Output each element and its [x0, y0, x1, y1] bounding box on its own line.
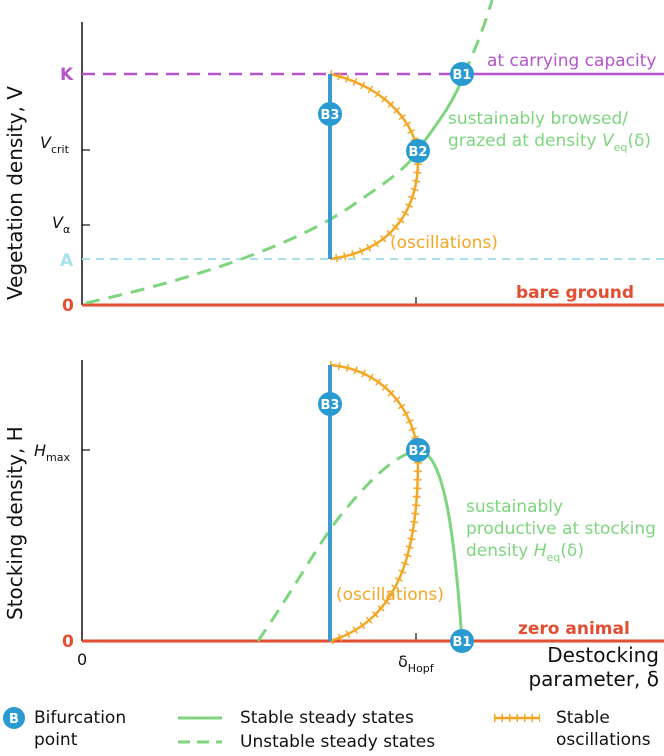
bottom-stable-curve [417, 448, 464, 642]
top-y-axis-title: Vegetation density, V [3, 86, 27, 300]
svg-text:B3: B3 [321, 108, 340, 123]
tick-valpha: Vα [52, 213, 70, 236]
svg-text:B1: B1 [453, 635, 472, 650]
x-axis: 0 δHopf Destocking parameter, δ [77, 643, 659, 691]
bottom-oscillation-arc [329, 363, 420, 643]
label-bare-ground: bare ground [516, 283, 634, 303]
svg-text:B2: B2 [409, 145, 428, 160]
top-b1-node: B1 [450, 62, 474, 86]
tick-vcrit: Vcrit [40, 133, 70, 156]
top-b2-node: B2 [406, 139, 430, 163]
bottom-y-axis-title: Stocking density, H [3, 426, 27, 620]
label-browsed-1: sustainably browsed/ [448, 109, 628, 129]
tick-hmax: Hmax [34, 441, 70, 464]
top-unstable-curve [85, 149, 420, 305]
x-tick-hopf: δHopf [398, 652, 435, 675]
legend: B Bifurcation point Stable steady states… [3, 707, 651, 752]
tick-k: K [60, 65, 74, 85]
tick-a: A [60, 251, 74, 271]
legend-unstable-text: Unstable steady states [240, 732, 435, 752]
label-productive-1: sustainably [466, 497, 563, 517]
x-tick-zero: 0 [77, 650, 87, 669]
legend-stable-text: Stable steady states [240, 708, 414, 728]
bottom-tick-zero: 0 [62, 632, 74, 652]
bottom-b1-node: B1 [450, 629, 474, 653]
top-b3-node: B3 [318, 102, 342, 126]
label-bottom-oscillations: (oscillations) [336, 585, 444, 605]
x-axis-title-1: Destocking [547, 643, 659, 667]
bottom-b2-node: B2 [406, 438, 430, 462]
legend-bifurcation-icon: B [3, 707, 25, 729]
label-browsed-2: grazed at density Veq(δ) [448, 131, 651, 154]
label-top-oscillations: (oscillations) [390, 233, 498, 253]
top-panel: B1 B2 B3 K Vcrit Vα A 0 Vegetation densi… [3, 0, 664, 316]
label-productive-2: productive at stocking [466, 519, 656, 539]
legend-oscillation-2: oscillations [556, 730, 651, 750]
svg-text:B1: B1 [453, 68, 472, 83]
top-tick-zero: 0 [62, 296, 74, 316]
bottom-panel: B3 B2 B1 Hmax 0 Stocking density, H sust… [3, 360, 664, 653]
bottom-b3-node: B3 [318, 392, 342, 416]
svg-text:B2: B2 [409, 444, 428, 459]
label-carrying-capacity: at carrying capacity [487, 51, 656, 71]
legend-oscillation-1: Stable [556, 708, 610, 728]
legend-bifurcation-2: point [34, 730, 78, 750]
bottom-unstable-curve [256, 448, 419, 642]
svg-text:B: B [9, 712, 19, 727]
label-productive-3: density Heq(δ) [466, 541, 584, 564]
legend-bifurcation-1: Bifurcation [34, 708, 126, 728]
x-axis-title-2: parameter, δ [528, 667, 659, 691]
label-zero-animal: zero animal [518, 619, 630, 639]
svg-text:B3: B3 [321, 398, 340, 413]
